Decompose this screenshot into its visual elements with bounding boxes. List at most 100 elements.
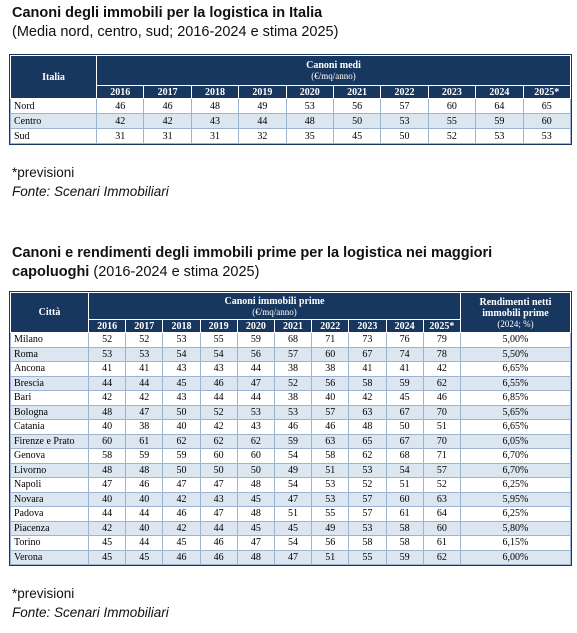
data-cell: 63 <box>422 491 461 507</box>
data-cell: 41 <box>125 361 164 377</box>
data-cell: Napoli <box>10 477 89 493</box>
data-cell: 44 <box>236 390 275 406</box>
data-cell: 65 <box>522 98 572 114</box>
data-cell: 54 <box>162 346 201 362</box>
data-cell: 6,65% <box>459 361 571 377</box>
data-cell: 6,15% <box>459 535 571 551</box>
data-cell: 47 <box>236 535 275 551</box>
data-cell: 49 <box>311 520 350 536</box>
data-cell: 54 <box>199 346 238 362</box>
data-cell: Torino <box>10 535 89 551</box>
year-cell: 2016 <box>87 319 127 333</box>
data-cell: 61 <box>422 535 461 551</box>
header-text: Rendimenti netti immobili prime <box>479 296 552 319</box>
data-cell: 67 <box>385 433 424 449</box>
year-cell: 2022 <box>380 85 429 99</box>
data-cell: 48 <box>236 506 275 522</box>
data-cell: 71 <box>422 448 461 464</box>
data-cell: 40 <box>162 419 201 435</box>
data-cell: 59 <box>385 375 424 391</box>
data-cell: 53 <box>348 462 387 478</box>
data-cell: 52 <box>348 477 387 493</box>
data-cell: 38 <box>125 419 164 435</box>
year-cell: 2025* <box>422 319 461 333</box>
data-cell: 6,70% <box>459 462 571 478</box>
header-unit: (€/mq/anno) <box>311 71 356 81</box>
data-cell: 59 <box>273 433 313 449</box>
header-row: Italia Canoni medi (€/mq/anno) <box>10 55 572 99</box>
header-cell: Canoni immobili prime (€/mq/anno) <box>88 292 461 320</box>
data-cell: 52 <box>199 404 238 420</box>
data-cell: 57 <box>422 462 461 478</box>
data-cell: 41 <box>348 361 387 377</box>
data-cell: 43 <box>199 361 238 377</box>
year-cell: 2020 <box>285 85 334 99</box>
year-cell: 2024 <box>475 85 524 99</box>
data-cell: 43 <box>162 390 201 406</box>
data-cell: 47 <box>273 549 313 565</box>
data-cell: 53 <box>311 477 350 493</box>
data-cell: 53 <box>311 491 350 507</box>
data-cell: 46 <box>199 375 238 391</box>
data-cell: 51 <box>311 462 350 478</box>
data-cell: Firenze e Prato <box>10 433 89 449</box>
data-cell: 54 <box>273 448 313 464</box>
data-row: Piacenza 42 40 42 44 45 45 49 53 58 60 5,80% <box>10 520 571 536</box>
data-cell: 50 <box>332 113 382 129</box>
data-cell: 46 <box>125 477 164 493</box>
data-cell: 45 <box>162 535 201 551</box>
data-cell: 45 <box>87 549 127 565</box>
data-row: Roma 53 53 54 54 56 57 60 67 74 78 5,50% <box>10 346 571 362</box>
year-cell: 2023 <box>427 85 477 99</box>
data-cell: 31 <box>95 128 145 144</box>
data-cell: 57 <box>380 98 429 114</box>
data-cell: 48 <box>285 113 334 129</box>
data-cell: 44 <box>199 390 238 406</box>
data-cell: 48 <box>125 462 164 478</box>
data-cell: Verona <box>10 549 89 565</box>
data-cell: 50 <box>380 128 429 144</box>
data-row: Brescia 44 44 45 46 47 52 56 58 59 62 6,55% <box>10 375 571 391</box>
data-cell: 56 <box>332 98 382 114</box>
data-cell: 57 <box>348 506 387 522</box>
data-cell: 47 <box>199 506 238 522</box>
header-cell: Canoni medi (€/mq/anno) <box>95 55 572 86</box>
data-cell: 70 <box>422 433 461 449</box>
table2: Città Canoni immobili prime (€/mq/anno) Ren… <box>9 291 572 566</box>
data-cell: 38 <box>273 361 313 377</box>
data-cell: 64 <box>422 506 461 522</box>
data-cell: 40 <box>87 491 127 507</box>
table2-note: *previsioni <box>12 586 75 601</box>
data-cell: 5,95% <box>459 491 571 507</box>
data-cell: 6,05% <box>459 433 571 449</box>
data-cell: 46 <box>162 506 201 522</box>
year-cell: 2019 <box>199 319 238 333</box>
data-cell: 43 <box>162 361 201 377</box>
data-cell: 47 <box>125 404 164 420</box>
data-row: Livorno 48 48 50 50 50 49 51 53 54 57 6,70% <box>10 462 571 478</box>
data-cell: 44 <box>238 113 287 129</box>
data-cell: 40 <box>125 520 164 536</box>
data-cell: Bologna <box>10 404 89 420</box>
data-cell: 42 <box>87 390 127 406</box>
data-cell: Milano <box>10 332 89 348</box>
data-cell: 47 <box>273 491 313 507</box>
year-cell: 2018 <box>190 85 240 99</box>
data-cell: 60 <box>87 433 127 449</box>
data-cell: 68 <box>385 448 424 464</box>
data-cell: 42 <box>348 390 387 406</box>
data-cell: 6,25% <box>459 477 571 493</box>
data-cell: 44 <box>236 361 275 377</box>
data-cell: 53 <box>125 346 164 362</box>
data-cell: 47 <box>199 477 238 493</box>
data-cell: 45 <box>273 520 313 536</box>
data-row: Novara 40 40 42 43 45 47 53 57 60 63 5,95% <box>10 491 571 507</box>
header-cell: Italia <box>10 55 97 99</box>
data-row: Bologna 48 47 50 52 53 53 57 63 67 70 5,65% <box>10 404 571 420</box>
data-cell: 45 <box>236 520 275 536</box>
data-cell: Livorno <box>10 462 89 478</box>
data-cell: 52 <box>87 332 127 348</box>
year-cell: 2023 <box>348 319 387 333</box>
data-cell: 50 <box>162 462 201 478</box>
